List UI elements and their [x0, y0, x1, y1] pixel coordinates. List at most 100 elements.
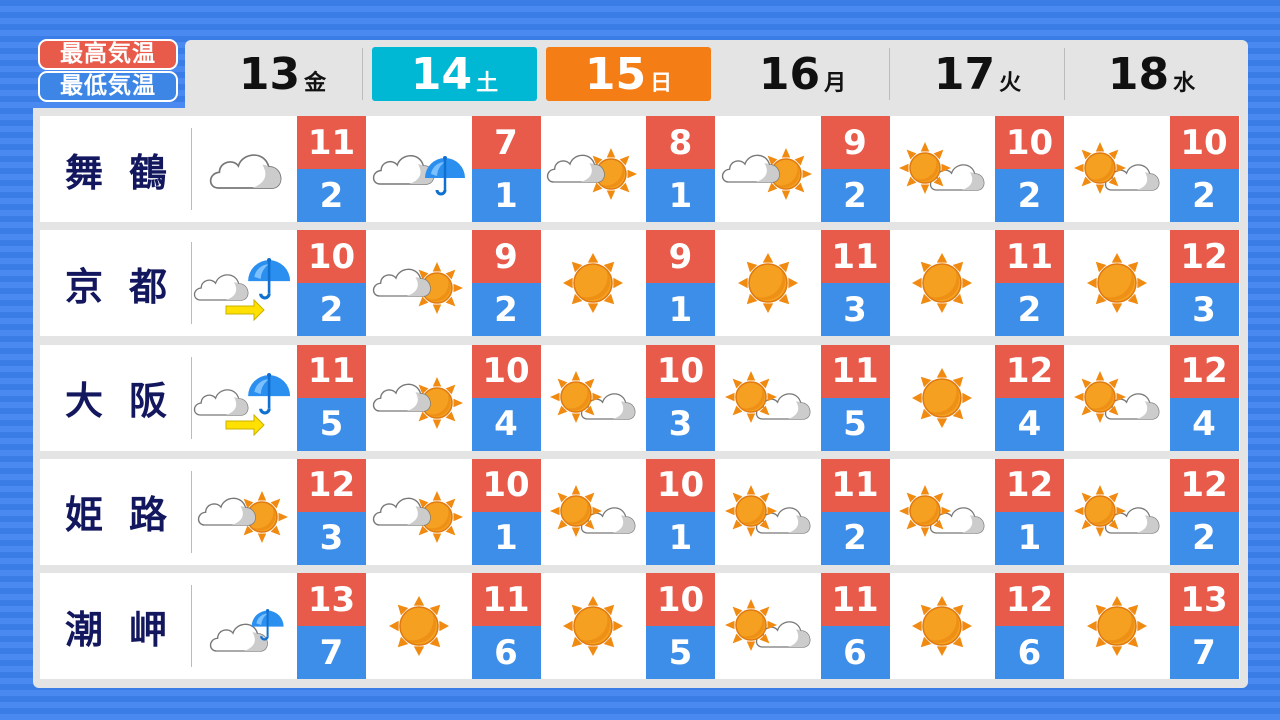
weather-icon	[192, 573, 297, 679]
sun-icon	[1086, 253, 1147, 314]
cloud-icon	[546, 154, 605, 183]
cloudy-then-sunny-weather-icon	[372, 262, 463, 315]
high-temp: 10	[297, 230, 366, 284]
day-label: 15 日	[546, 47, 711, 101]
weather-icon	[541, 345, 646, 451]
sun-icon	[724, 370, 777, 423]
weather-icon	[716, 230, 821, 336]
weather-icon	[1065, 230, 1170, 336]
low-temp: 3	[820, 283, 890, 337]
weather-icon	[367, 459, 472, 565]
sunny-weather-icon	[912, 596, 972, 657]
city-name: 大阪	[40, 345, 192, 451]
high-temp: 11	[820, 344, 890, 398]
cloud-icon	[193, 274, 249, 301]
high-temp: 9	[471, 230, 541, 284]
cloudy-then-sunny-weather-icon	[721, 148, 812, 200]
sun-icon	[899, 484, 951, 537]
cloud-icon	[372, 497, 431, 526]
low-temp: 7	[297, 626, 366, 680]
sunny-then-cloudy-weather-icon	[550, 370, 636, 423]
low-temp: 1	[646, 511, 715, 565]
forecast-table: 舞鶴 11 2 7 1 8 1 9 2 10 2 10 2 京都 10 2 9 2 9 1 11 3 11 2 12 3 大阪 11 5…	[33, 108, 1248, 688]
sunny-then-cloudy-weather-icon	[724, 599, 810, 652]
weather-icon	[192, 230, 297, 336]
cloud-icon	[193, 388, 249, 416]
sunny-then-cloudy-weather-icon	[1073, 370, 1159, 423]
low-temp: 5	[297, 397, 366, 451]
day-weekday: 水	[1173, 71, 1196, 96]
city-name-char: 舞	[64, 150, 103, 195]
low-temp: 4	[471, 397, 541, 451]
cloud-icon	[755, 621, 810, 648]
low-temp: 1	[995, 511, 1064, 565]
cloud-icon	[209, 623, 268, 652]
sun-icon	[737, 253, 798, 314]
day-weekday: 日	[650, 71, 673, 96]
weather-icon	[541, 573, 646, 679]
city-row: 京都 10 2 9 2 9 1 11 3 11 2 12 3	[40, 230, 1240, 337]
city-row: 舞鶴 11 2 7 1 8 1 9 2 10 2 10 2	[40, 116, 1240, 222]
cloud-icon	[755, 392, 810, 420]
city-name-char: 大	[64, 379, 103, 424]
umbrella-icon	[424, 156, 465, 196]
high-temp: 10	[471, 458, 541, 512]
high-temp: 12	[995, 344, 1064, 398]
low-temp: 2	[995, 169, 1064, 222]
low-temp: 6	[820, 626, 890, 680]
sun-icon	[1073, 370, 1126, 423]
cloudy-then-sunny-weather-icon	[372, 376, 463, 429]
low-temp: 3	[646, 397, 715, 451]
weather-icon	[541, 116, 646, 222]
cloudy-then-sunny-weather-icon	[546, 148, 637, 200]
weather-icon	[1065, 116, 1170, 222]
low-temp: 2	[820, 511, 890, 565]
high-temp: 12	[995, 573, 1064, 627]
day-weekday: 月	[824, 71, 847, 96]
city-name-char: 岬	[128, 607, 167, 652]
weather-icon	[1065, 345, 1170, 451]
low-temp: 1	[646, 169, 715, 222]
low-temp: 7	[1169, 626, 1239, 680]
low-temp: 4	[1169, 397, 1239, 451]
day-date: 16	[758, 48, 821, 100]
day-date: 13	[238, 48, 301, 100]
low-temp: 5	[820, 397, 890, 451]
city-name-char: 京	[64, 264, 103, 309]
high-temp: 11	[297, 116, 366, 169]
sunny-weather-icon	[912, 253, 972, 314]
cloudy-then-sunny-weather-icon	[197, 490, 288, 543]
sunny-weather-icon	[388, 596, 449, 657]
weather-icon	[367, 345, 472, 451]
sunny-weather-icon	[737, 253, 798, 314]
cloudy-later-rain-weather-icon	[193, 372, 291, 436]
sun-icon	[410, 376, 463, 429]
cloud-icon	[372, 383, 431, 412]
low-temp: 1	[646, 283, 715, 337]
sun-icon	[1086, 596, 1147, 657]
high-temp: 12	[995, 458, 1064, 512]
high-temp: 12	[1169, 344, 1239, 398]
divider	[191, 585, 192, 668]
divider	[889, 48, 890, 100]
divider	[191, 356, 192, 439]
cloud-icon	[372, 155, 434, 185]
sunny-then-cloudy-weather-icon	[899, 142, 985, 194]
high-temp: 10	[646, 573, 715, 627]
sunny-then-cloudy-weather-icon	[1073, 142, 1159, 194]
day-date: 18	[1107, 48, 1170, 100]
city-name: 京都	[40, 230, 192, 336]
low-temp: 1	[471, 511, 541, 565]
low-temp: 1	[471, 169, 541, 222]
high-temp: 11	[820, 573, 890, 627]
high-temp: 10	[646, 344, 715, 398]
high-temp: 10	[995, 116, 1064, 169]
high-temp: 7	[471, 116, 541, 169]
sunny-then-cloudy-weather-icon	[550, 484, 636, 537]
divider	[191, 128, 192, 210]
sun-icon	[724, 484, 777, 537]
arrow-icon	[225, 299, 265, 322]
high-temp: 10	[1169, 116, 1239, 169]
high-temp: 9	[646, 230, 715, 284]
high-temp: 12	[1169, 230, 1239, 284]
